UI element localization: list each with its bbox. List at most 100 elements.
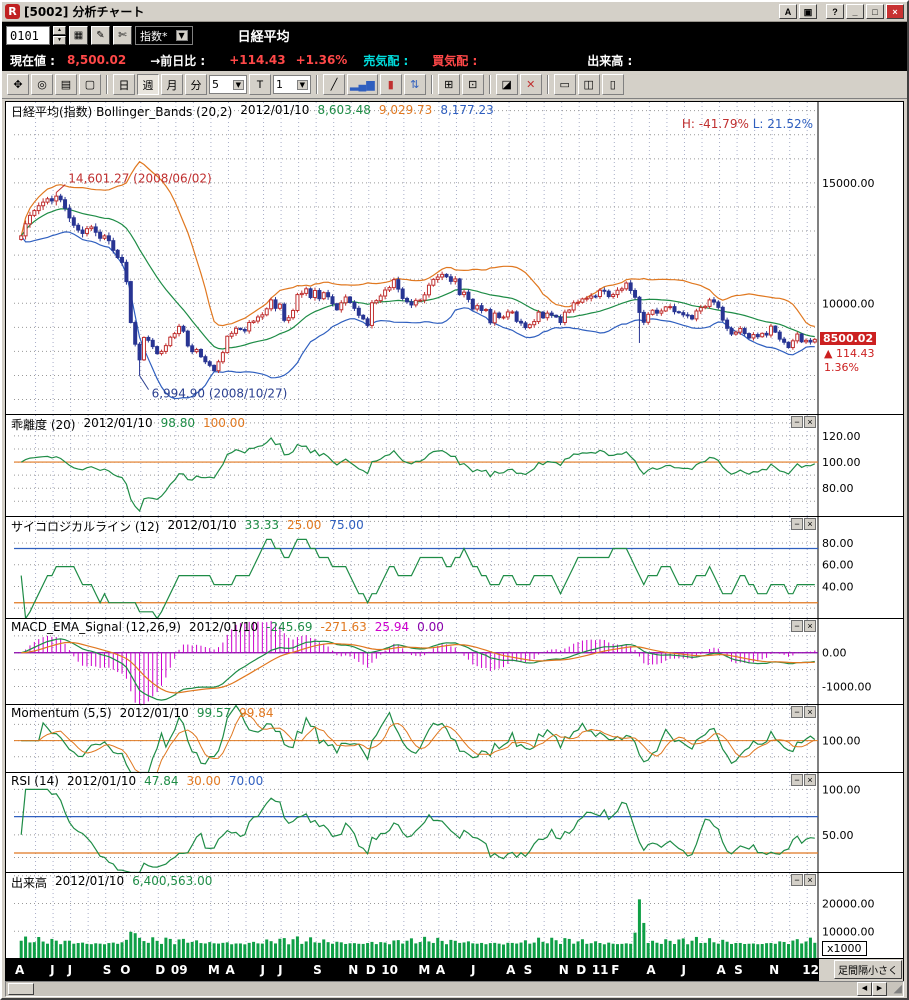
x-axis-label: S [734,963,743,977]
panel-minimize-button[interactable]: − [791,706,803,718]
svg-text:120.00: 120.00 [822,430,861,443]
panel-minimize-button[interactable]: − [791,416,803,428]
symbol-code-input[interactable] [6,26,50,45]
minimize-button[interactable]: _ [846,4,864,19]
panel-kairi-plot[interactable]: 乖離度 (20) 2012/01/10 98.80 100.00 − × 120… [6,414,903,517]
font-size-button[interactable]: A [779,4,797,19]
panel-main-plot[interactable]: 日経平均(指数) Bollinger_Bands (20,2) 2012/01/… [6,102,903,414]
x-axis-label: 09 [170,963,188,977]
x-axis-label: D [576,963,587,977]
panel-close-button[interactable]: × [804,706,816,718]
panel-momentum-plot[interactable]: Momentum (5,5) 2012/01/10 99.57 99.84 − … [6,704,903,773]
panel-psych-header: サイコロジカルライン (12) 2012/01/10 33.33 25.00 7… [11,518,364,534]
quote-bar: ▲ ▼ ▦ ✎ ✄ 指数* ▼ 日経平均 [2,22,907,49]
pan-tool-button[interactable]: ✥ [7,74,29,95]
spin-down-icon[interactable]: ▼ [53,36,66,45]
last-price-change: ▲ 114.43 [824,347,875,361]
window-copy-button[interactable]: ◫ [577,74,600,95]
index-type-select[interactable]: 指数* ▼ [135,26,193,45]
panel-macd-header: MACD_EMA_Signal (12,26,9) 2012/01/10 -24… [11,620,444,634]
bar-style-button[interactable]: ▂▄▆ [347,74,378,95]
period-week-button[interactable]: 週 [137,74,159,95]
panel-close-button[interactable]: × [804,774,816,786]
panel-close-button[interactable]: × [804,416,816,428]
panel-minimize-button[interactable]: − [791,874,803,886]
svg-text:40.00: 40.00 [822,580,854,593]
svg-text:100.00: 100.00 [822,456,861,469]
scrollbar-thumb[interactable] [8,983,34,995]
grid-tool-button[interactable]: ⊞ [437,74,460,95]
new-chart-button[interactable]: ▢ [79,74,101,95]
boll-lower-value: 8,177.23 [440,103,494,117]
scroll-right-button[interactable]: ▶ [872,982,887,996]
svg-text:10000.00: 10000.00 [822,297,875,310]
scroll-left-button[interactable]: ◀ [857,982,872,996]
current-price-value: 8,500.02 [66,53,127,67]
trendline-tool-button[interactable]: ╱ [323,74,345,95]
svg-text:6,994.90 (2008/10/27): 6,994.90 (2008/10/27) [152,387,288,401]
bar-spacing-button[interactable]: 足間隔小さく [834,960,902,979]
maximize-button[interactable]: □ [866,4,884,19]
x-axis-label: J [471,963,476,977]
panel-minimize-button[interactable]: − [791,518,803,530]
x-axis-label: D [155,963,166,977]
x-axis-label: J [681,963,686,977]
panel-close-button[interactable]: × [804,620,816,632]
symbol-list-button[interactable]: ▦ [69,26,88,45]
panel-close-button[interactable]: × [804,518,816,530]
x-axis-label: M [418,963,431,977]
window-layout-button[interactable]: ▭ [553,74,576,95]
x-axis-label: N [348,963,359,977]
horizontal-scrollbar[interactable]: ◀ ▶ ◢ [5,981,904,997]
layout-tool-button[interactable]: ⊡ [461,74,484,95]
boll-upper-value: 9,029.73 [378,103,433,117]
close-button[interactable]: × [886,4,904,19]
toolbar-separator [488,75,491,94]
boll-mid-value: 8,603.48 [317,103,371,117]
price-bar: 現在値 : 8,500.02 →前日比 : +114.43 +1.36% 売気配… [2,49,907,71]
title-bar: R [5002] 分析チャート A ▣ ? _ □ × [2,2,907,22]
x-axis-label: A [15,963,25,977]
toolbar-separator [430,75,433,94]
svg-text:100.00: 100.00 [822,783,861,796]
svg-text:80.00: 80.00 [822,482,854,495]
panel-rsi-plot[interactable]: RSI (14) 2012/01/10 47.84 30.00 70.00 − … [6,772,903,873]
panel-volume-plot[interactable]: 出来高 2012/01/10 6,400,563.00 − × x1000 20… [6,872,903,959]
panel-psych-plot[interactable]: サイコロジカルライン (12) 2012/01/10 33.33 25.00 7… [6,516,903,619]
eraser-tool-button[interactable]: ◪ [495,74,518,95]
panel-macd-plot[interactable]: MACD_EMA_Signal (12,26,9) 2012/01/10 -24… [6,618,903,705]
chevron-down-icon: ▼ [296,79,308,90]
period-minute-button[interactable]: 分 [185,74,207,95]
chart-toolbar: ✥ ◎ ▤ ▢ 日 週 月 分 5 ▼ T 1 ▼ ╱ ▂▄▆ ▮ ⇅ ⊞ ⊡ … [2,71,907,99]
candle-style-button[interactable]: ▮ [379,74,402,95]
x-axis-label: A [506,963,516,977]
window-new-button[interactable]: ▯ [601,74,624,95]
window-mode-button[interactable]: ▣ [799,4,817,19]
panel-minimize-button[interactable]: − [791,620,803,632]
copy-chart-button[interactable]: ▤ [55,74,77,95]
period-month-button[interactable]: 月 [161,74,183,95]
svg-text:20000.00: 20000.00 [822,898,875,911]
x-axis-label: A [646,963,656,977]
tick-button[interactable]: T [249,74,271,95]
x-axis-label: 11 [591,963,609,977]
period-day-button[interactable]: 日 [113,74,135,95]
resize-grip-icon: ◢ [893,982,902,995]
zoom-tool-button[interactable]: ◎ [31,74,53,95]
panel-close-button[interactable]: × [804,874,816,886]
panel-rsi-header: RSI (14) 2012/01/10 47.84 30.00 70.00 [11,774,264,788]
last-price-pct: 1.36% [824,361,859,375]
edit-tool-button[interactable]: ✎ [91,26,110,45]
x-axis-label: O [120,963,131,977]
help-button[interactable]: ? [826,4,844,19]
x-axis-label: J [67,963,73,977]
svg-text:50.00: 50.00 [822,829,854,842]
compare-tool-button[interactable]: ⇅ [403,74,426,95]
minute-interval-select[interactable]: 5 ▼ [209,75,247,94]
clip-tool-button[interactable]: ✄ [113,26,132,45]
panel-minimize-button[interactable]: − [791,774,803,786]
bar-count-select[interactable]: 1 ▼ [273,75,311,94]
delete-all-button[interactable]: ✕ [519,74,542,95]
current-price-label: 現在値 : [10,53,55,68]
spin-up-icon[interactable]: ▲ [53,26,66,35]
